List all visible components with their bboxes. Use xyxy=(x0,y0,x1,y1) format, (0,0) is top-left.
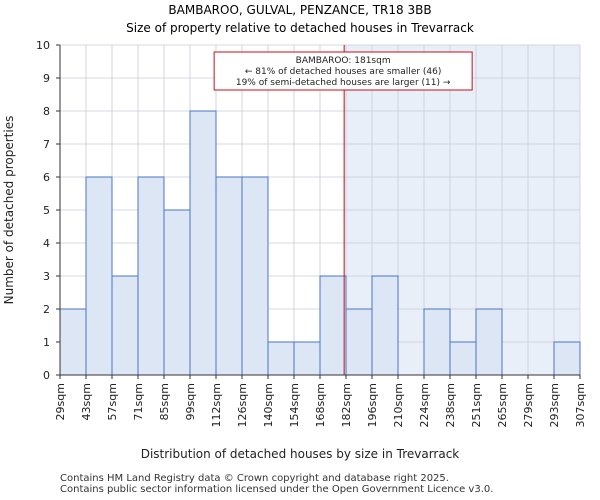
footer-copyright: Contains HM Land Registry data © Crown c… xyxy=(60,473,449,484)
histogram-bar xyxy=(423,308,451,376)
y-tick-label: 7 xyxy=(43,138,50,151)
x-tick-label: 154sqm xyxy=(288,383,301,427)
histogram-bar xyxy=(371,275,399,376)
histogram-bar xyxy=(475,308,503,376)
annotation-box xyxy=(213,51,473,91)
y-tick-label: 8 xyxy=(43,105,50,118)
x-tick-label: 168sqm xyxy=(314,383,327,427)
x-tick-label: 85sqm xyxy=(158,383,171,420)
histogram-bar xyxy=(241,176,269,376)
y-tick-label: 9 xyxy=(43,72,50,85)
histogram-bar xyxy=(189,110,217,376)
x-tick-label: 251sqm xyxy=(470,383,483,427)
histogram-bar xyxy=(293,341,321,376)
histogram-bar xyxy=(111,275,139,376)
y-tick-label: 3 xyxy=(43,270,50,283)
x-tick-label: 43sqm xyxy=(80,383,93,420)
y-tick-label: 0 xyxy=(43,369,50,382)
chart-title: BAMBAROO, GULVAL, PENZANCE, TR18 3BB xyxy=(168,3,431,17)
histogram-bar xyxy=(345,308,373,376)
x-tick-label: 238sqm xyxy=(444,383,457,427)
histogram-bar xyxy=(163,209,191,376)
x-tick-label: 140sqm xyxy=(262,383,275,427)
histogram-bar xyxy=(319,275,347,376)
x-tick-label: 279sqm xyxy=(522,383,535,427)
histogram-bar xyxy=(215,176,243,376)
y-tick-label: 2 xyxy=(43,303,50,316)
footer-licence: Contains public sector information licen… xyxy=(60,484,494,495)
x-tick-label: 29sqm xyxy=(54,383,67,420)
x-tick-label: 224sqm xyxy=(418,383,431,427)
histogram-bar xyxy=(449,341,477,376)
x-tick-label: 71sqm xyxy=(132,383,145,420)
histogram-bar xyxy=(553,341,581,376)
x-tick-label: 265sqm xyxy=(496,383,509,427)
x-tick-label: 126sqm xyxy=(236,383,249,427)
y-tick-label: 10 xyxy=(36,39,50,52)
annotation-line: BAMBAROO: 181sqm xyxy=(296,56,391,66)
histogram-bar xyxy=(85,176,113,376)
x-tick-label: 196sqm xyxy=(366,383,379,427)
y-axis-label: Number of detached properties xyxy=(2,116,16,305)
histogram-bar xyxy=(59,308,87,376)
x-tick-label: 307sqm xyxy=(574,383,587,427)
histogram-bar xyxy=(267,341,295,376)
x-axis-label: Distribution of detached houses by size … xyxy=(141,447,460,461)
x-tick-label: 57sqm xyxy=(106,383,119,420)
y-tick-label: 6 xyxy=(43,171,50,184)
x-tick-label: 293sqm xyxy=(548,383,561,427)
x-tick-label: 112sqm xyxy=(210,383,223,427)
annotation-line: 19% of semi-detached houses are larger (… xyxy=(236,78,451,88)
x-tick-label: 182sqm xyxy=(340,383,353,427)
y-tick-label: 4 xyxy=(43,237,50,250)
y-tick-label: 5 xyxy=(43,204,50,217)
histogram-bar xyxy=(137,176,165,376)
y-tick-label: 1 xyxy=(43,336,50,349)
chart-subtitle: Size of property relative to detached ho… xyxy=(126,21,474,35)
x-tick-label: 99sqm xyxy=(184,383,197,420)
annotation-line: ← 81% of detached houses are smaller (46… xyxy=(245,67,442,77)
x-tick-label: 210sqm xyxy=(392,383,405,427)
